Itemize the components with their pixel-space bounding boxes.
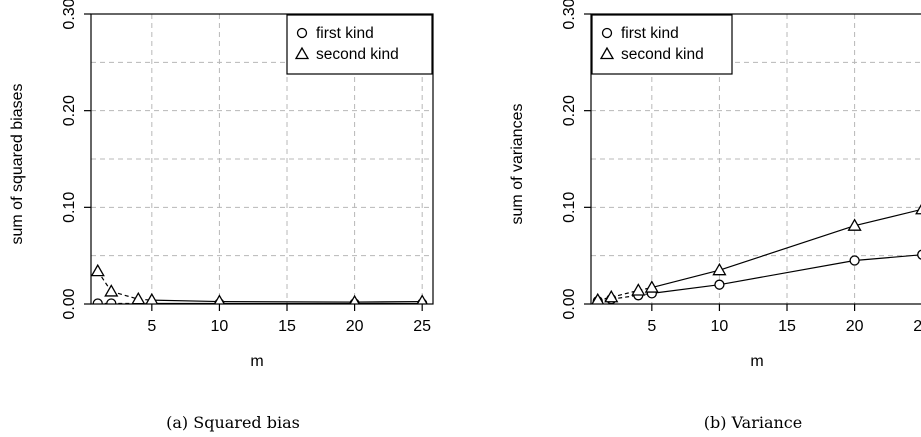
series-line-2 <box>854 208 921 227</box>
y-tick-label: 0.00 <box>561 288 578 319</box>
chart-panel-2: 5 10 15 20 25 0.00 0.10 0.20 0.30 m sum of varianc… <box>509 0 921 432</box>
data-point-circle <box>849 255 860 266</box>
x-tick-label: 20 <box>846 318 864 335</box>
legend: first kind second kind <box>591 14 733 75</box>
x-tick-label: 15 <box>778 318 796 335</box>
x-tick-label: 5 <box>647 318 656 335</box>
x-axis-title: m <box>750 353 763 370</box>
panel-caption: (b) Variance <box>704 413 802 432</box>
plot-frame <box>590 13 921 305</box>
y-tick-label: 0.30 <box>561 0 578 30</box>
data-point-triangle <box>847 218 862 231</box>
data-point-triangle <box>145 292 159 304</box>
plot-area <box>91 14 433 304</box>
y-tick-label: 0.00 <box>61 288 78 319</box>
legend-label: second kind <box>621 46 704 63</box>
series-line-2 <box>719 225 855 271</box>
data-point-triangle <box>416 294 428 304</box>
plot-frame <box>90 13 434 305</box>
legend: first kind second kind <box>286 14 433 75</box>
legend-marker-triangle <box>599 46 615 60</box>
series-line-1 <box>854 254 921 262</box>
legend-label: first kind <box>316 25 374 42</box>
data-point-circle <box>714 279 725 290</box>
series-line-2 <box>651 269 720 289</box>
data-point-triangle <box>591 292 605 304</box>
y-tick-label: 0.10 <box>61 192 78 223</box>
x-tick-label: 25 <box>413 318 431 335</box>
legend-marker-circle <box>296 27 308 39</box>
x-tick-label: 5 <box>147 318 156 335</box>
x-tick-label: 20 <box>346 318 364 335</box>
chart-panel-1: 5 10 15 20 25 0.00 0.10 0.20 0.30 m sum of squared… <box>9 0 434 432</box>
x-tick-label: 25 <box>913 318 921 335</box>
y-axis-title: sum of variances <box>509 104 526 225</box>
data-point-triangle <box>915 204 921 215</box>
y-tick-label: 0.10 <box>561 192 578 223</box>
data-point-circle <box>917 249 921 260</box>
series-line-1 <box>651 284 720 294</box>
x-tick-label: 10 <box>211 318 229 335</box>
data-point-triangle <box>213 294 225 304</box>
legend-box <box>286 14 433 75</box>
data-point-triangle <box>349 294 360 304</box>
series-line-1 <box>719 259 855 286</box>
y-axis-title: sum of squared biases <box>9 84 26 245</box>
y-tick-label: 0.20 <box>561 95 578 126</box>
data-point-triangle <box>712 262 727 276</box>
panel-caption: (a) Squared bias <box>166 413 300 432</box>
series-line-2 <box>151 299 220 303</box>
data-point-triangle <box>631 283 646 296</box>
data-point-triangle <box>604 289 619 303</box>
legend-label: second kind <box>316 46 399 63</box>
x-tick-label: 10 <box>711 318 729 335</box>
y-tick-label: 0.20 <box>61 95 78 126</box>
legend-marker-triangle <box>294 46 310 60</box>
data-point-triangle <box>91 263 105 277</box>
x-axis-title: m <box>250 353 263 370</box>
plot-area <box>591 14 921 304</box>
data-point-triangle <box>644 280 659 293</box>
x-tick-label: 15 <box>278 318 296 335</box>
y-tick-label: 0.30 <box>61 0 78 30</box>
legend-box <box>591 14 733 75</box>
legend-label: first kind <box>621 25 679 42</box>
data-point-triangle <box>104 284 119 297</box>
legend-marker-circle <box>601 27 613 39</box>
series-line-2 <box>111 290 139 300</box>
